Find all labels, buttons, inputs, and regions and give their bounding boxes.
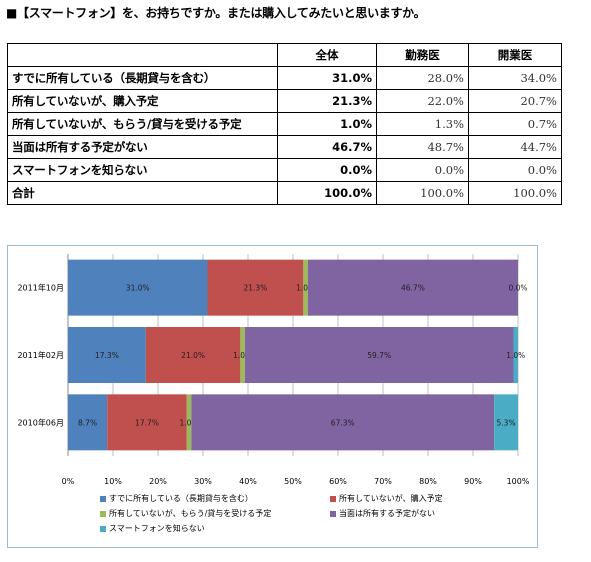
legend-item: スマートフォンを知らない xyxy=(100,523,205,534)
x-tick-label: 70% xyxy=(374,477,392,486)
x-tick-label: 100% xyxy=(507,477,530,486)
data-label: 59.7% xyxy=(367,351,391,360)
table-cell-label: 所有していないが、購入予定 xyxy=(7,89,278,113)
legend-swatch xyxy=(330,495,336,502)
x-tick-label: 20% xyxy=(149,477,167,486)
table-cell-total: 1.0% xyxy=(277,112,377,136)
data-label: 1.0% xyxy=(180,418,199,427)
table-cell-total: 100.0% xyxy=(277,181,377,205)
table-cell-kinmu: 100.0% xyxy=(376,181,469,205)
table-cell-kaigyo: 34.0% xyxy=(468,66,562,90)
bar-segment xyxy=(145,327,241,383)
legend-swatch xyxy=(100,495,106,502)
table-cell-total: 31.0% xyxy=(277,66,377,90)
table-cell-kaigyo: 0.7% xyxy=(468,112,562,136)
x-tick-label: 0% xyxy=(62,477,75,486)
legend-item: 所有していないが、もらう/貸与を受ける予定 xyxy=(100,508,271,519)
header-cell-kinmu: 勤務医 xyxy=(376,43,469,67)
table-row: 所有していないが、もらう/貸与を受ける予定 1.0% 1.3% 0.7% xyxy=(7,112,562,136)
bar-segment xyxy=(107,394,187,451)
bar-segment xyxy=(244,327,514,383)
legend-item: 当面は所有する予定がない xyxy=(330,508,435,519)
legend-label: 当面は所有する予定がない xyxy=(339,509,435,518)
legend-swatch xyxy=(330,510,336,517)
stacked-bar-chart: 0% 10% 20% 30% 40% 50% 60% 70% 80% 90% 100% 2011年10… xyxy=(7,245,538,548)
bar-segment xyxy=(68,394,108,451)
data-label: 17.7% xyxy=(135,418,159,427)
x-tick-label: 90% xyxy=(464,477,482,486)
table-header-row: 全体 勤務医 開業医 xyxy=(7,43,562,67)
bar-segment xyxy=(303,259,308,316)
bar-segment xyxy=(307,259,518,316)
table-cell-kaigyo: 0.0% xyxy=(468,158,562,182)
table-cell-label: 合計 xyxy=(7,181,278,205)
chart-canvas: 0% 10% 20% 30% 40% 50% 60% 70% 80% 90% 100% 2011年10… xyxy=(17,254,530,486)
data-label: 0.0% xyxy=(508,284,527,293)
table-cell-kinmu: 22.0% xyxy=(376,89,469,113)
x-tick-label: 60% xyxy=(329,477,347,486)
table-cell-kinmu: 1.3% xyxy=(376,112,469,136)
table-row: スマートフォンを知らない 0.0% 0.0% 0.0% xyxy=(7,158,562,182)
data-label: 67.3% xyxy=(331,418,355,427)
data-label: 21.3% xyxy=(244,284,268,293)
data-label: 5.3% xyxy=(497,418,516,427)
x-tick-label: 80% xyxy=(419,477,437,486)
x-tick-label: 10% xyxy=(104,477,122,486)
x-tick-label: 50% xyxy=(284,477,302,486)
data-label: 1.0% xyxy=(296,284,315,293)
table-cell-label: 当面は所有する予定がない xyxy=(7,135,278,159)
bar-segment xyxy=(207,259,304,316)
data-label: 1.0% xyxy=(506,351,525,360)
table-row: 所有していないが、購入予定 21.3% 22.0% 20.7% xyxy=(7,89,562,113)
table-cell-kinmu: 48.7% xyxy=(376,135,469,159)
bar-segment xyxy=(186,394,192,451)
data-label: 21.0% xyxy=(181,351,205,360)
y-tick-label: 2011年10月 xyxy=(17,283,64,293)
bar-segment xyxy=(494,394,518,451)
legend-swatch xyxy=(100,510,106,517)
table-row: すでに所有している（長期貸与を含む） 31.0% 28.0% 34.0% xyxy=(7,66,562,90)
table-row: 当面は所有する予定がない 46.7% 48.7% 44.7% xyxy=(7,135,562,159)
table-cell-label: スマートフォンを知らない xyxy=(7,158,278,182)
legend-item: すでに所有している（長期貸与を含む） xyxy=(100,493,253,504)
table-row: 合計 100.0% 100.0% 100.0% xyxy=(7,181,562,205)
table-cell-label: 所有していないが、もらう/貸与を受ける予定 xyxy=(7,112,278,136)
data-label: 8.7% xyxy=(78,418,97,427)
table-cell-total: 46.7% xyxy=(277,135,377,159)
x-tick-label: 30% xyxy=(194,477,212,486)
bar-segment xyxy=(191,394,495,451)
question-title: ■【スマートフォン】を、お持ちですか。または購入してみたいと思いますか。 xyxy=(6,6,426,20)
bar-segment xyxy=(68,259,208,316)
legend-item: 所有していないが、購入予定 xyxy=(330,493,443,504)
header-cell-kaigyo: 開業医 xyxy=(468,43,562,67)
legend-swatch xyxy=(100,525,106,532)
header-cell-blank xyxy=(7,43,278,67)
table-cell-label: すでに所有している（長期貸与を含む） xyxy=(7,66,278,90)
table-cell-kaigyo: 44.7% xyxy=(468,135,562,159)
data-label: 1.0% xyxy=(233,351,252,360)
data-label: 17.3% xyxy=(95,351,119,360)
table-cell-kaigyo: 100.0% xyxy=(468,181,562,205)
bar-segment xyxy=(513,327,518,383)
bar-segment xyxy=(240,327,245,383)
data-label: 46.7% xyxy=(401,284,425,293)
data-label: 31.0% xyxy=(126,284,150,293)
table-cell-total: 0.0% xyxy=(277,158,377,182)
y-tick-label: 2011年02月 xyxy=(17,350,64,360)
bar-segment xyxy=(68,327,146,383)
legend-label: 所有していないが、購入予定 xyxy=(339,494,443,503)
table-cell-kaigyo: 20.7% xyxy=(468,89,562,113)
table-cell-total: 21.3% xyxy=(277,89,377,113)
legend-label: 所有していないが、もらう/貸与を受ける予定 xyxy=(109,509,272,518)
legend-label: すでに所有している（長期貸与を含む） xyxy=(109,494,253,503)
table-cell-kinmu: 0.0% xyxy=(376,158,469,182)
legend-label: スマートフォンを知らない xyxy=(109,524,205,533)
header-cell-total: 全体 xyxy=(277,43,377,67)
x-tick-label: 40% xyxy=(239,477,257,486)
survey-table: 全体 勤務医 開業医 すでに所有している（長期貸与を含む） 31.0% 28.0% 3… xyxy=(7,43,562,205)
table-cell-kinmu: 28.0% xyxy=(376,66,469,90)
y-tick-label: 2010年06月 xyxy=(17,417,64,427)
